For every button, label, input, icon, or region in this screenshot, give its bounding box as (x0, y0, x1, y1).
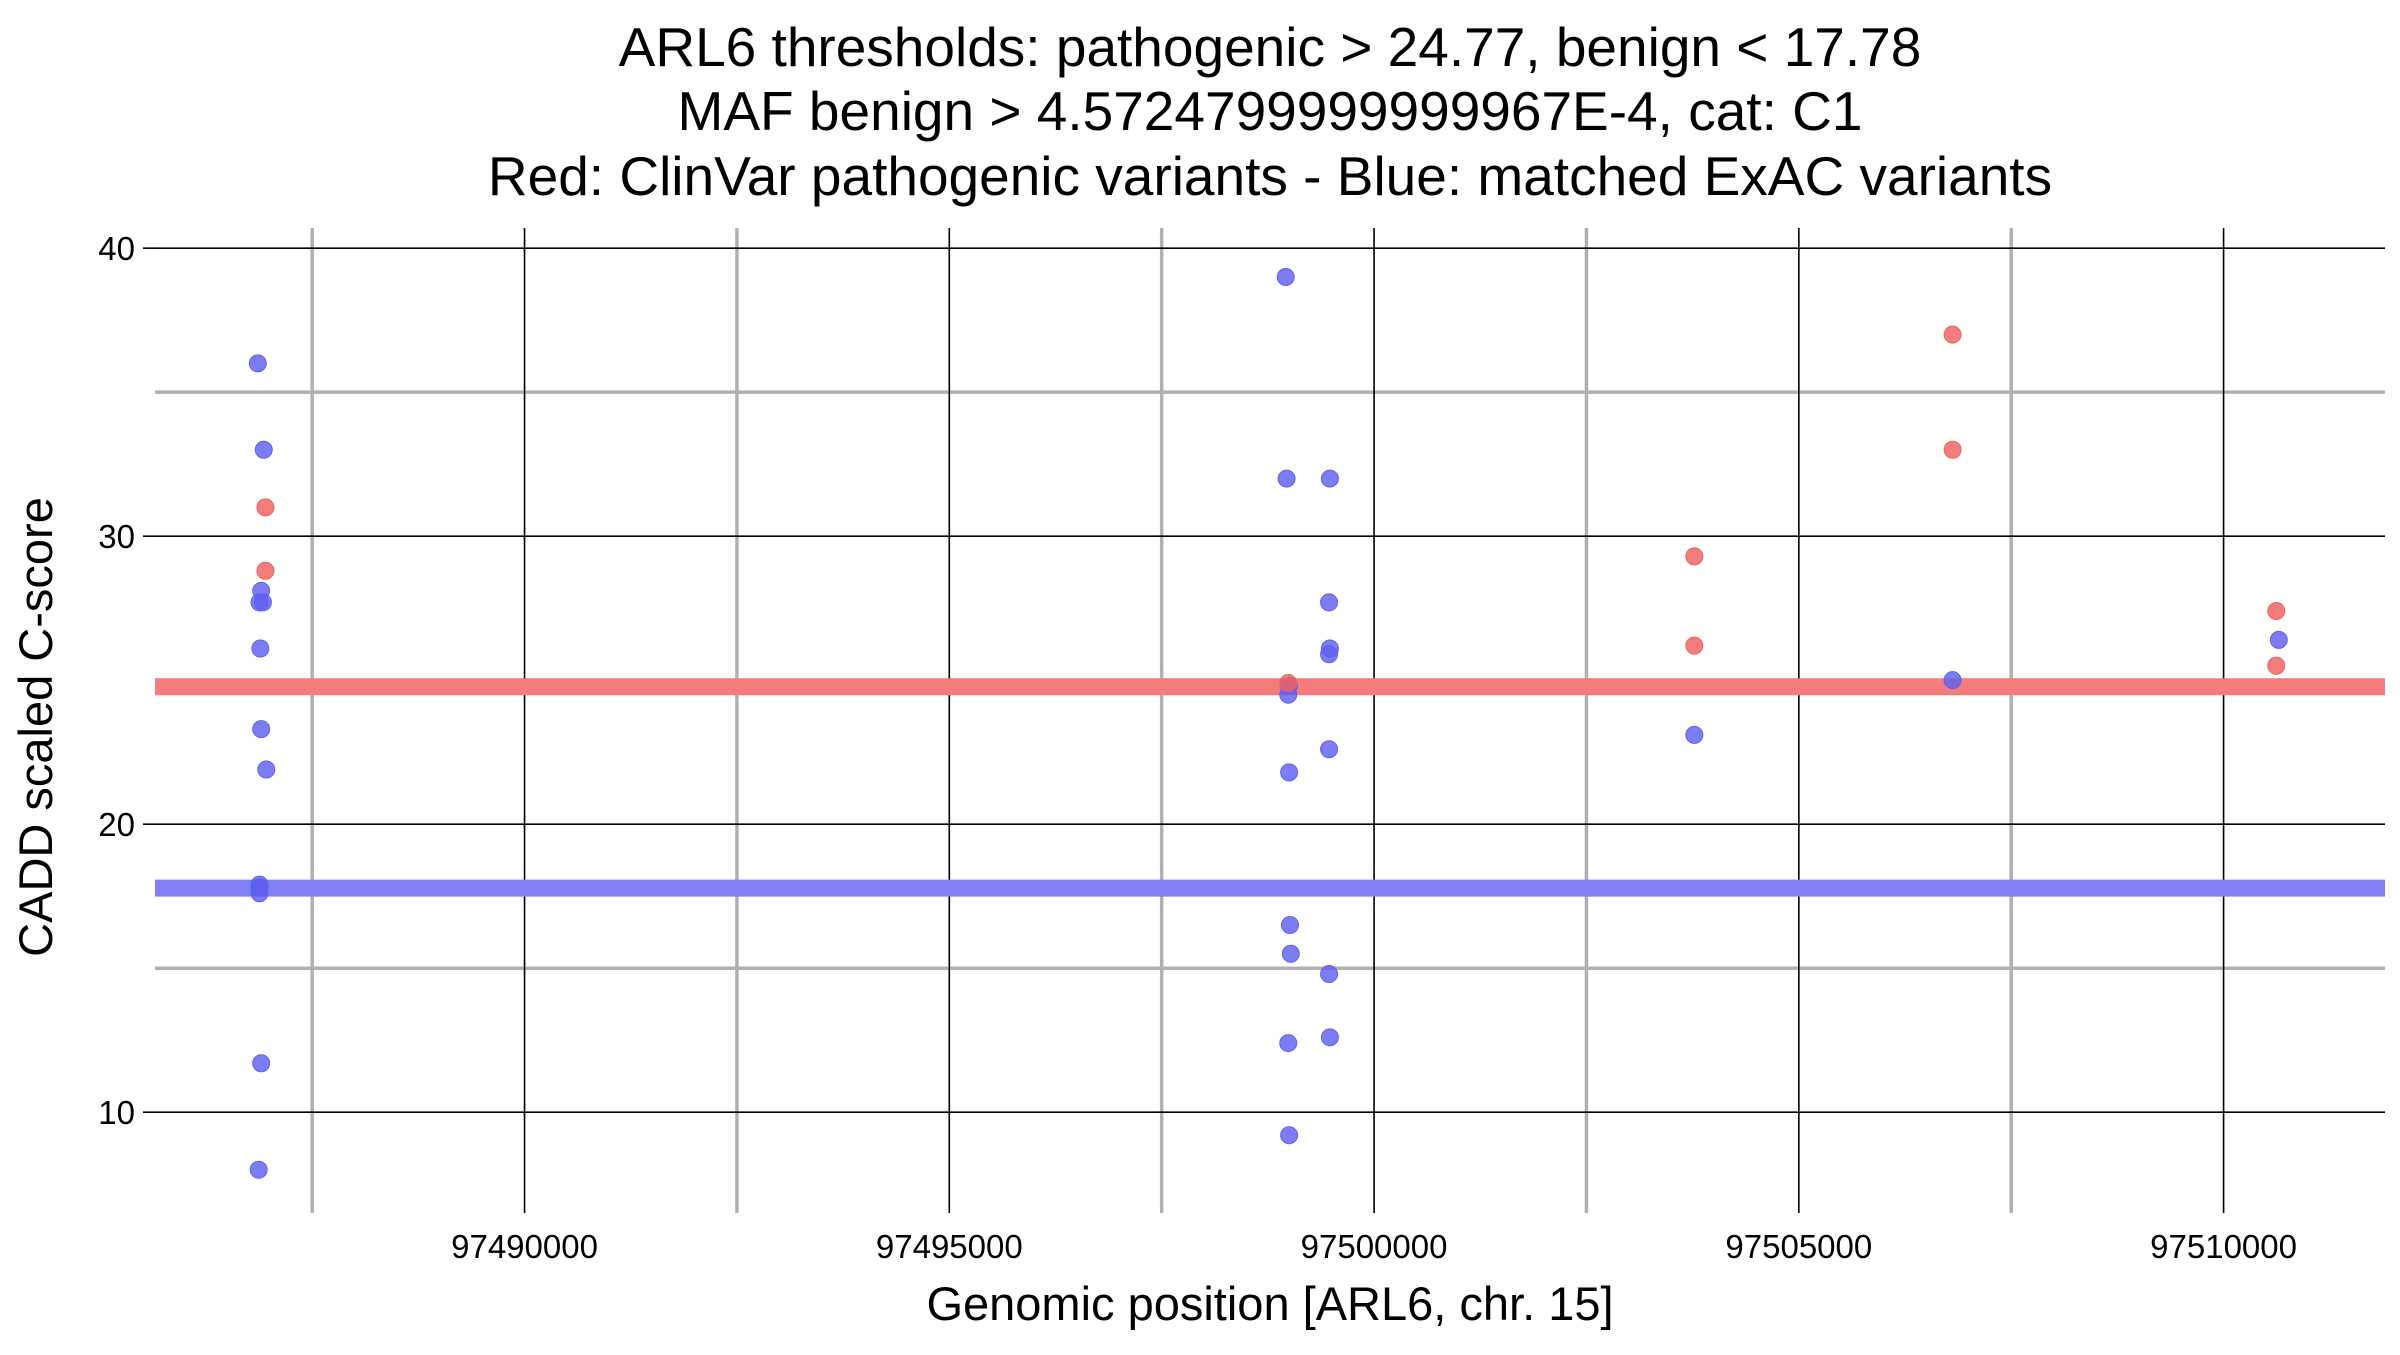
threshold-lines (155, 678, 2385, 897)
chart-title-line-1: ARL6 thresholds: pathogenic > 24.77, ben… (619, 16, 1922, 78)
benign-point (1685, 725, 1704, 744)
pathogenic-point (1943, 440, 1962, 459)
benign-point (1281, 944, 1300, 963)
benign-point (252, 720, 271, 739)
x-tick-label: 97495000 (876, 1228, 1023, 1265)
benign-point (248, 354, 267, 373)
benign-point (257, 760, 276, 779)
benign-point (250, 884, 269, 903)
y-tick-label: 30 (98, 518, 135, 555)
benign-point (1320, 964, 1339, 983)
benign-point (252, 1054, 271, 1073)
axes: 10 20 30 40 97490000 97495000 97500000 97505000… (98, 230, 2297, 1265)
pathogenic-point (1943, 325, 1962, 344)
benign-point (251, 639, 270, 658)
x-tick-label: 97510000 (2150, 1228, 2297, 1265)
y-tick-label: 10 (98, 1094, 135, 1131)
benign-point (1320, 469, 1339, 488)
benign-point (2269, 630, 2288, 649)
chart-title-line-3: Red: ClinVar pathogenic variants - Blue:… (488, 145, 2052, 207)
benign-point (249, 1160, 268, 1179)
grid (155, 228, 2385, 1213)
benign-point (254, 440, 273, 459)
benign-point (1320, 593, 1339, 612)
pathogenic-point (1685, 636, 1704, 655)
data-points (248, 267, 2288, 1179)
x-axis-label: Genomic position [ARL6, chr. 15] (926, 1277, 1613, 1330)
benign-point (1320, 740, 1339, 759)
y-tick-label: 40 (98, 230, 135, 267)
y-axis-label: CADD scaled C-score (9, 497, 62, 957)
benign-point (1280, 1126, 1299, 1145)
benign-point (1279, 1034, 1298, 1053)
benign-point (1943, 671, 1962, 690)
chart-title: ARL6 thresholds: pathogenic > 24.77, ben… (488, 16, 2052, 207)
pathogenic-point (1279, 674, 1298, 693)
chart-title-line-2: MAF benign > 4.5724799999999967E-4, cat:… (678, 80, 1863, 142)
pathogenic-point (256, 561, 275, 580)
benign-point (1280, 915, 1299, 934)
x-tick-label: 97500000 (1301, 1228, 1448, 1265)
benign-point (1277, 469, 1296, 488)
pathogenic-point (2267, 656, 2286, 675)
benign-point (1276, 267, 1295, 286)
pathogenic-point (1685, 547, 1704, 566)
pathogenic-point (256, 498, 275, 517)
benign-point (1280, 763, 1299, 782)
x-tick-label: 97505000 (1725, 1228, 1872, 1265)
pathogenic-point (2267, 602, 2286, 621)
y-tick-label: 20 (98, 806, 135, 843)
benign-point (1320, 1028, 1339, 1047)
x-tick-label: 97490000 (451, 1228, 598, 1265)
benign-point (253, 593, 272, 612)
benign-point (1320, 645, 1339, 664)
